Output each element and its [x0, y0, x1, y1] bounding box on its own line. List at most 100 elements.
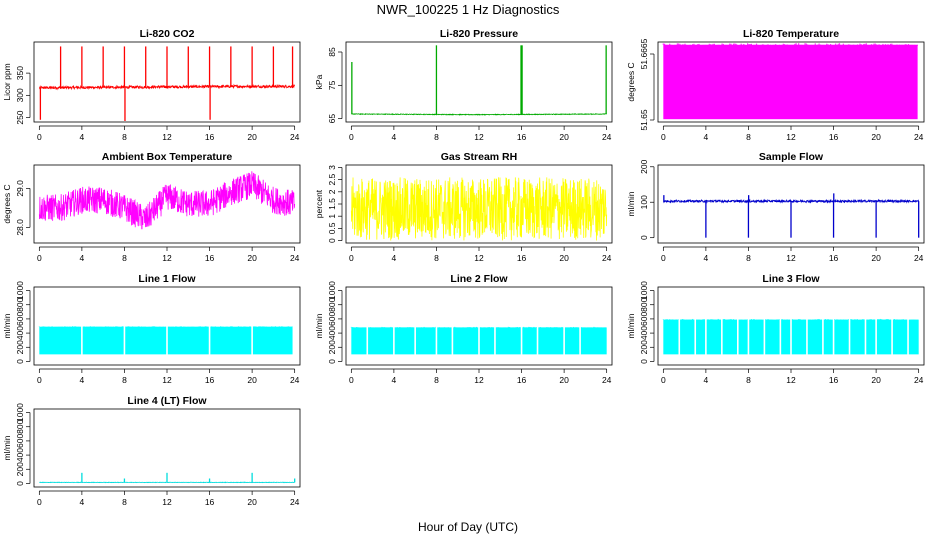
x-tick-label: 24 — [290, 253, 300, 263]
y-tick-label: 3 — [327, 165, 337, 170]
y-tick-label: 2 — [327, 189, 337, 194]
x-tick-label: 0 — [37, 253, 42, 263]
data-line — [350, 177, 608, 241]
y-tick-label: 51.65 — [639, 109, 649, 131]
y-tick-label: 0 — [327, 238, 337, 243]
y-tick-label: 800 — [639, 297, 649, 311]
x-tick-label: 24 — [290, 132, 300, 142]
x-tick-label: 24 — [602, 253, 612, 263]
panel-line2: Line 2 Flow ml/min 0 4 8 12 16 20 24 0 20040060080… — [314, 273, 613, 385]
y-axis-label: degrees C — [2, 184, 12, 223]
x-tick-label: 20 — [247, 253, 257, 263]
series-box_temp — [38, 171, 296, 230]
x-tick-label: 12 — [474, 375, 484, 385]
panel-title: Li-820 Pressure — [440, 28, 518, 40]
panel-title: Ambient Box Temperature — [102, 151, 233, 163]
x-tick-label: 0 — [37, 375, 42, 385]
y-axis-label: degrees C — [626, 62, 636, 101]
panel-pressure: Li-820 Pressure kPa 0 4 8 12 16 20 24 65 75 85 — [314, 28, 613, 142]
x-tick-label: 4 — [80, 132, 85, 142]
y-tick-label: 350 — [15, 66, 25, 80]
x-tick-label: 0 — [37, 132, 42, 142]
x-tick-label: 8 — [122, 253, 127, 263]
panel-box_temp: Ambient Box Temperature degrees C 0 4 8 12 16 2… — [2, 151, 301, 263]
y-axis-label: ml/min — [626, 313, 636, 338]
plot-frame — [657, 164, 925, 244]
panel-sample_flow: Sample Flow ml/min 0 4 8 12 16 20 24 0 100 200 — [626, 151, 925, 263]
y-tick-label: 800 — [15, 419, 25, 433]
y-tick-label: 2.5 — [327, 173, 337, 185]
y-tick-label: 0 — [15, 359, 25, 364]
y-tick-label: 85 — [327, 47, 337, 57]
series-line2 — [350, 326, 607, 356]
y-tick-label: 0.5 — [327, 222, 337, 234]
x-tick-label: 20 — [559, 253, 569, 263]
x-tick-label: 4 — [80, 497, 85, 507]
panel-title: Line 3 Flow — [762, 273, 820, 285]
y-axis-label: ml/min — [2, 313, 12, 338]
y-tick-label: 600 — [15, 312, 25, 326]
x-tick-label: 16 — [517, 132, 527, 142]
figure-title: NWR_100225 1 Hz Diagnostics — [377, 2, 560, 17]
x-tick-label: 12 — [162, 497, 172, 507]
x-tick-label: 24 — [602, 132, 612, 142]
y-tick-label: 65 — [327, 114, 337, 124]
x-tick-label: 8 — [434, 132, 439, 142]
series-pressure — [351, 45, 607, 116]
x-tick-label: 20 — [871, 375, 881, 385]
y-tick-label: 51.6665 — [639, 38, 649, 69]
x-tick-label: 0 — [349, 375, 354, 385]
y-tick-label: 250 — [15, 110, 25, 124]
x-tick-label: 20 — [559, 375, 569, 385]
x-tick-label: 0 — [661, 375, 666, 385]
x-tick-label: 16 — [829, 253, 839, 263]
panel-licor_temp: Li-820 Temperature degrees C 0 4 8 12 16 20 24 51… — [626, 28, 925, 142]
x-tick-label: 24 — [290, 375, 300, 385]
x-tick-label: 12 — [786, 375, 796, 385]
x-tick-label: 12 — [786, 132, 796, 142]
panel-line1: Line 1 Flow ml/min 0 4 8 12 16 20 24 0 20040060080… — [2, 273, 301, 385]
y-tick-label: 1000 — [327, 281, 337, 300]
y-axis-label: ml/min — [626, 191, 636, 216]
series-co2 — [38, 46, 296, 121]
data-line — [662, 198, 920, 204]
panel-title: Gas Stream RH — [441, 151, 517, 163]
x-tick-label: 20 — [559, 132, 569, 142]
x-tick-label: 16 — [829, 132, 839, 142]
y-tick-label: 1000 — [15, 403, 25, 422]
x-tick-label: 4 — [704, 132, 709, 142]
plot-frame — [345, 286, 613, 366]
y-tick-label: 400 — [15, 326, 25, 340]
x-tick-label: 12 — [162, 375, 172, 385]
y-tick-label: 1000 — [15, 281, 25, 300]
x-tick-label: 4 — [80, 375, 85, 385]
y-tick-label: 1000 — [639, 281, 649, 300]
y-tick-label: 0 — [327, 359, 337, 364]
x-tick-label: 4 — [704, 253, 709, 263]
x-tick-label: 16 — [517, 253, 527, 263]
panel-title: Sample Flow — [759, 151, 824, 163]
x-tick-label: 4 — [704, 375, 709, 385]
x-tick-label: 16 — [205, 253, 215, 263]
panel-title: Line 1 Flow — [138, 273, 196, 285]
y-tick-label: 1.5 — [327, 198, 337, 210]
x-tick-label: 8 — [434, 375, 439, 385]
series-line4 — [39, 472, 296, 484]
series-sample_flow — [662, 193, 920, 238]
panel-line4: Line 4 (LT) Flow ml/min 0 4 8 12 16 20 24 0 200400… — [2, 395, 301, 507]
x-tick-label: 20 — [871, 253, 881, 263]
panel-title: Li-820 CO2 — [140, 28, 195, 40]
y-tick-label: 600 — [639, 312, 649, 326]
x-tick-label: 20 — [247, 497, 257, 507]
y-tick-label: 200 — [327, 340, 337, 354]
y-tick-label: 0 — [639, 359, 649, 364]
y-tick-label: 200 — [15, 340, 25, 354]
plot-frame — [33, 408, 301, 488]
y-tick-label: 300 — [15, 88, 25, 102]
panel-title: Line 2 Flow — [450, 273, 508, 285]
y-tick-label: 100 — [639, 195, 649, 209]
x-tick-label: 8 — [434, 253, 439, 263]
x-tick-label: 8 — [746, 253, 751, 263]
